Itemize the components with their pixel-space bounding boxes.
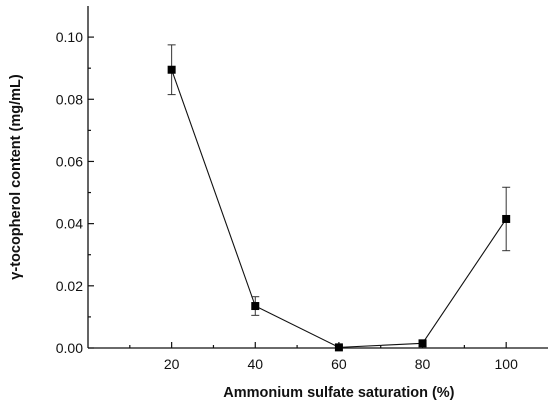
x-tick-label: 20 xyxy=(164,356,180,372)
y-axis-title: γ-tocopherol content (mg/mL) xyxy=(8,74,24,280)
y-tick-label: 0.00 xyxy=(56,340,83,356)
data-point xyxy=(418,339,427,348)
axes xyxy=(87,6,548,349)
x-tick-label: 40 xyxy=(247,356,263,372)
y-tick-label: 0.02 xyxy=(56,278,83,294)
data-point xyxy=(167,65,176,74)
x-tick-label: 60 xyxy=(331,356,347,372)
x-tick-label: 80 xyxy=(415,356,431,372)
y-tick-label: 0.06 xyxy=(56,153,83,169)
y-ticks: 0.00 0.02 0.04 0.06 0.08 0.10 xyxy=(56,29,94,356)
data-point xyxy=(502,214,511,223)
y-tick-label: 0.10 xyxy=(56,29,83,45)
x-ticks: 20 40 60 80 100 xyxy=(129,342,519,372)
x-axis-title: Ammonium sulfate saturation (%) xyxy=(223,385,454,401)
y-tick-label: 0.04 xyxy=(56,216,83,232)
x-tick-label: 100 xyxy=(495,356,519,372)
data-point xyxy=(251,302,260,311)
y-tick-label: 0.08 xyxy=(56,91,83,107)
data-point xyxy=(334,343,343,352)
series-line xyxy=(171,69,507,348)
series xyxy=(167,44,511,352)
